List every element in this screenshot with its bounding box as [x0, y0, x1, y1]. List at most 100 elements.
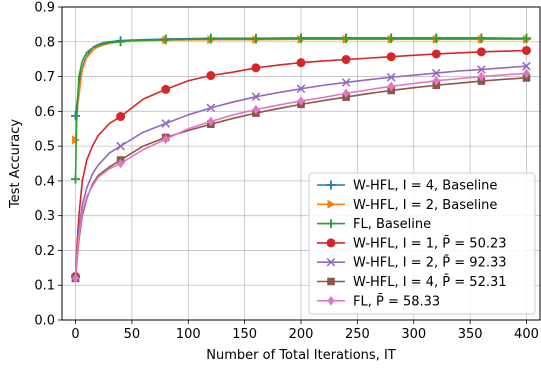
data-point	[297, 96, 305, 106]
legend-item: W-HFL, I = 1, P̄ = 50.23	[317, 236, 507, 251]
data-point	[251, 63, 261, 73]
legend-item: W-HFL, I = 2, Baseline	[317, 198, 497, 213]
legend-item: FL, P̄ = 58.33	[317, 294, 440, 309]
data-point	[206, 71, 216, 81]
y-tick-label: 0.5	[34, 140, 55, 155]
y-tick-label: 0.2	[34, 244, 55, 259]
legend-marker	[326, 238, 336, 248]
data-point	[431, 68, 441, 78]
data-point	[341, 78, 351, 87]
series-2	[71, 34, 531, 184]
data-point	[432, 75, 440, 86]
data-point	[342, 88, 350, 99]
data-point	[521, 34, 531, 44]
data-point	[161, 35, 171, 45]
data-point	[206, 103, 216, 113]
data-point	[386, 72, 396, 82]
data-point	[431, 49, 441, 59]
x-tick-label: 200	[289, 327, 314, 342]
plot-series	[71, 33, 531, 284]
data-point	[476, 47, 486, 57]
data-point	[116, 37, 126, 47]
data-point	[251, 92, 261, 102]
y-tick-label: 0.3	[34, 209, 55, 224]
data-point	[251, 34, 261, 44]
data-point	[296, 84, 306, 94]
y-tick-label: 0.8	[34, 35, 55, 50]
data-point	[116, 112, 126, 122]
legend-marker	[327, 199, 336, 209]
y-tick-label: 0.0	[34, 314, 55, 329]
legend-item: W-HFL, I = 4, P̄ = 52.31	[317, 275, 507, 290]
legend-box	[308, 172, 536, 315]
y-tick-label: 0.9	[34, 1, 55, 16]
legend-item: W-HFL, I = 4, Baseline	[317, 179, 497, 194]
legend-marker	[327, 296, 335, 306]
data-point	[206, 34, 216, 44]
legend-label: FL, Baseline	[353, 217, 431, 232]
x-tick-label: 300	[401, 327, 426, 342]
data-point	[296, 34, 306, 44]
data-point	[71, 111, 81, 121]
y-tick-label: 0.4	[34, 174, 55, 189]
data-point	[252, 104, 260, 115]
legend-marker	[327, 277, 335, 286]
data-point	[161, 84, 171, 94]
axis-ticks: 0 50 100 150 200 250 300 350 400 0.0 0.1 0.2 0.3 0.4 0…	[34, 1, 539, 343]
data-point	[207, 116, 215, 127]
legend-label: W-HFL, I = 4, P̄ = 52.31	[353, 275, 507, 290]
series-4	[71, 61, 531, 283]
data-point	[387, 81, 395, 92]
series-line	[74, 72, 527, 279]
series-markers	[71, 68, 531, 284]
data-point	[162, 134, 170, 144]
data-point	[341, 34, 351, 44]
legend-item: W-HFL, I = 2, P̄ = 92.33	[317, 255, 507, 271]
legend-label: W-HFL, I = 1, P̄ = 50.23	[353, 236, 507, 251]
series-markers	[71, 34, 531, 184]
legend-label: FL, P̄ = 58.33	[353, 294, 440, 309]
data-point	[116, 141, 125, 151]
data-point	[522, 68, 531, 79]
data-point	[117, 158, 125, 169]
legend-label: W-HFL, I = 2, Baseline	[353, 198, 497, 213]
data-point	[477, 71, 485, 82]
y-tick-label: 0.1	[34, 279, 55, 294]
series-6	[71, 68, 531, 284]
legend-label: W-HFL, I = 2, P̄ = 92.33	[353, 255, 507, 270]
x-tick-label: 150	[232, 327, 257, 342]
x-tick-label: 250	[345, 327, 370, 342]
legend: W-HFL, I = 4, Baseline W-HFL, I = 2, Base…	[308, 172, 536, 315]
legend-label: W-HFL, I = 4, Baseline	[353, 179, 497, 194]
y-axis-label: Test Accuracy	[8, 119, 23, 209]
x-axis-label: Number of Total Iterations, IT	[206, 348, 396, 363]
x-tick-label: 400	[514, 327, 539, 342]
series-line	[74, 65, 527, 279]
legend-item: FL, Baseline	[317, 217, 431, 232]
data-point	[71, 174, 81, 184]
data-point	[431, 34, 441, 44]
legend-marker	[326, 219, 336, 229]
legend-marker	[326, 180, 336, 190]
x-tick-label: 350	[458, 327, 483, 342]
data-point	[522, 61, 531, 71]
data-point	[341, 55, 351, 65]
x-tick-label: 100	[176, 327, 201, 342]
y-tick-label: 0.6	[34, 105, 55, 120]
data-point	[386, 34, 396, 44]
data-point	[477, 65, 486, 74]
series-markers	[71, 45, 531, 282]
x-tick-label: 0	[71, 327, 79, 342]
data-point	[521, 45, 531, 55]
legend-marker	[326, 257, 336, 267]
data-point	[476, 34, 486, 44]
series-3	[71, 45, 531, 282]
data-point	[161, 119, 171, 128]
series-line	[74, 49, 527, 277]
data-point	[71, 273, 80, 284]
data-point	[296, 58, 306, 68]
data-point	[386, 52, 396, 62]
y-tick-label: 0.7	[34, 70, 55, 85]
x-tick-label: 50	[124, 327, 141, 342]
